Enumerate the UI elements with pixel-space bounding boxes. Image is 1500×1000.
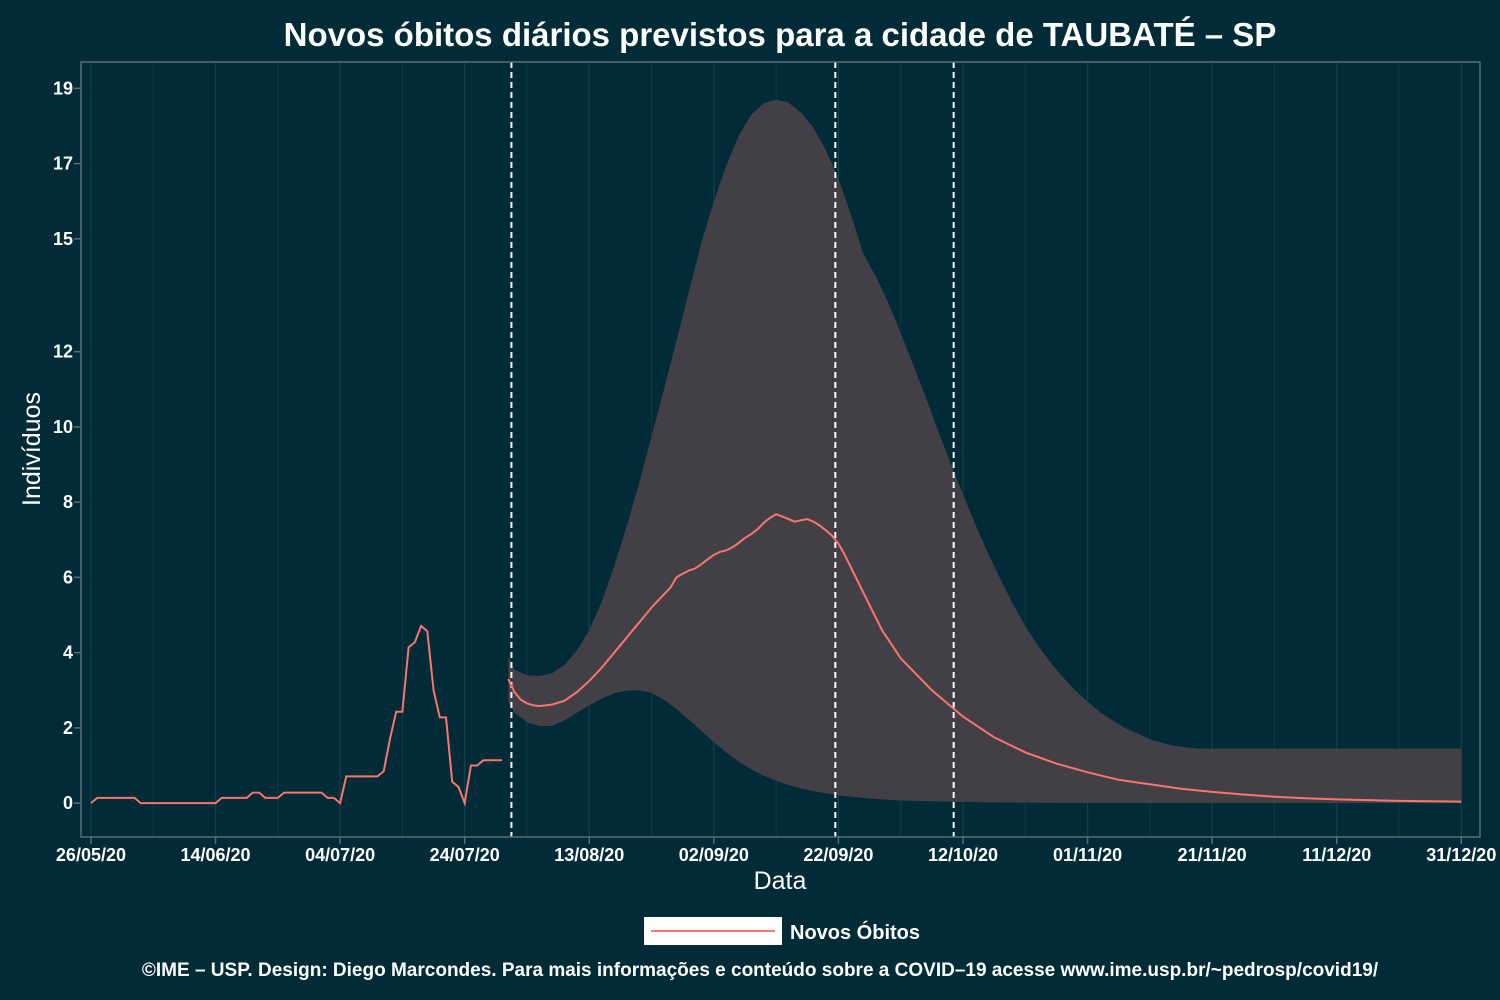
x-tick-label: 01/11/20: [1053, 845, 1122, 865]
series-lines: [90, 513, 1462, 807]
x-tick-label: 31/12/20: [1426, 845, 1496, 865]
x-tick-label: 12/10/20: [928, 845, 998, 865]
x-axis-ticks: 26/05/20 14/06/20 04/07/20 24/07/20 13/08/20…: [56, 837, 1496, 865]
y-tick-label: 10: [53, 417, 73, 437]
x-tick-label: 26/05/20: [56, 845, 126, 865]
y-tick-label: 2: [63, 718, 73, 738]
y-axis-label: Indivíduos: [18, 392, 46, 506]
legend-label: Novos Óbitos: [790, 920, 920, 944]
x-tick-label: 14/06/20: [181, 845, 251, 865]
y-axis-ticks: 0 2 4 6 8 10 12 15 17 19: [53, 78, 81, 813]
forecast-deaths-line: [507, 513, 1462, 803]
x-tick-label: 24/07/20: [430, 845, 500, 865]
y-tick-label: 8: [63, 492, 73, 512]
x-tick-label: 13/08/20: [554, 845, 624, 865]
x-tick-label: 22/09/20: [803, 845, 873, 865]
y-tick-label: 0: [63, 793, 73, 813]
confidence-band-area: [508, 99, 1462, 804]
x-tick-label: 21/11/20: [1178, 845, 1247, 865]
y-tick-label: 19: [53, 78, 73, 98]
confidence-band: [508, 99, 1462, 804]
x-tick-label: 02/09/20: [679, 845, 749, 865]
y-tick-label: 6: [63, 567, 73, 587]
y-tick-label: 12: [53, 342, 73, 362]
y-tick-label: 4: [63, 643, 73, 663]
caption: ©IME – USP. Design: Diego Marcondes. Par…: [142, 960, 1379, 981]
y-tick-label: 15: [53, 229, 73, 249]
x-tick-label: 11/12/20: [1302, 845, 1371, 865]
x-tick-label: 04/07/20: [305, 845, 375, 865]
y-tick-label: 17: [53, 154, 73, 174]
legend: Novos Óbitos: [644, 917, 920, 945]
plot-panel-border: [80, 61, 1481, 838]
observed-deaths-line: [90, 624, 503, 807]
x-axis-label: Data: [754, 867, 807, 895]
chart-title: Novos óbitos diários previstos para a ci…: [284, 16, 1277, 53]
